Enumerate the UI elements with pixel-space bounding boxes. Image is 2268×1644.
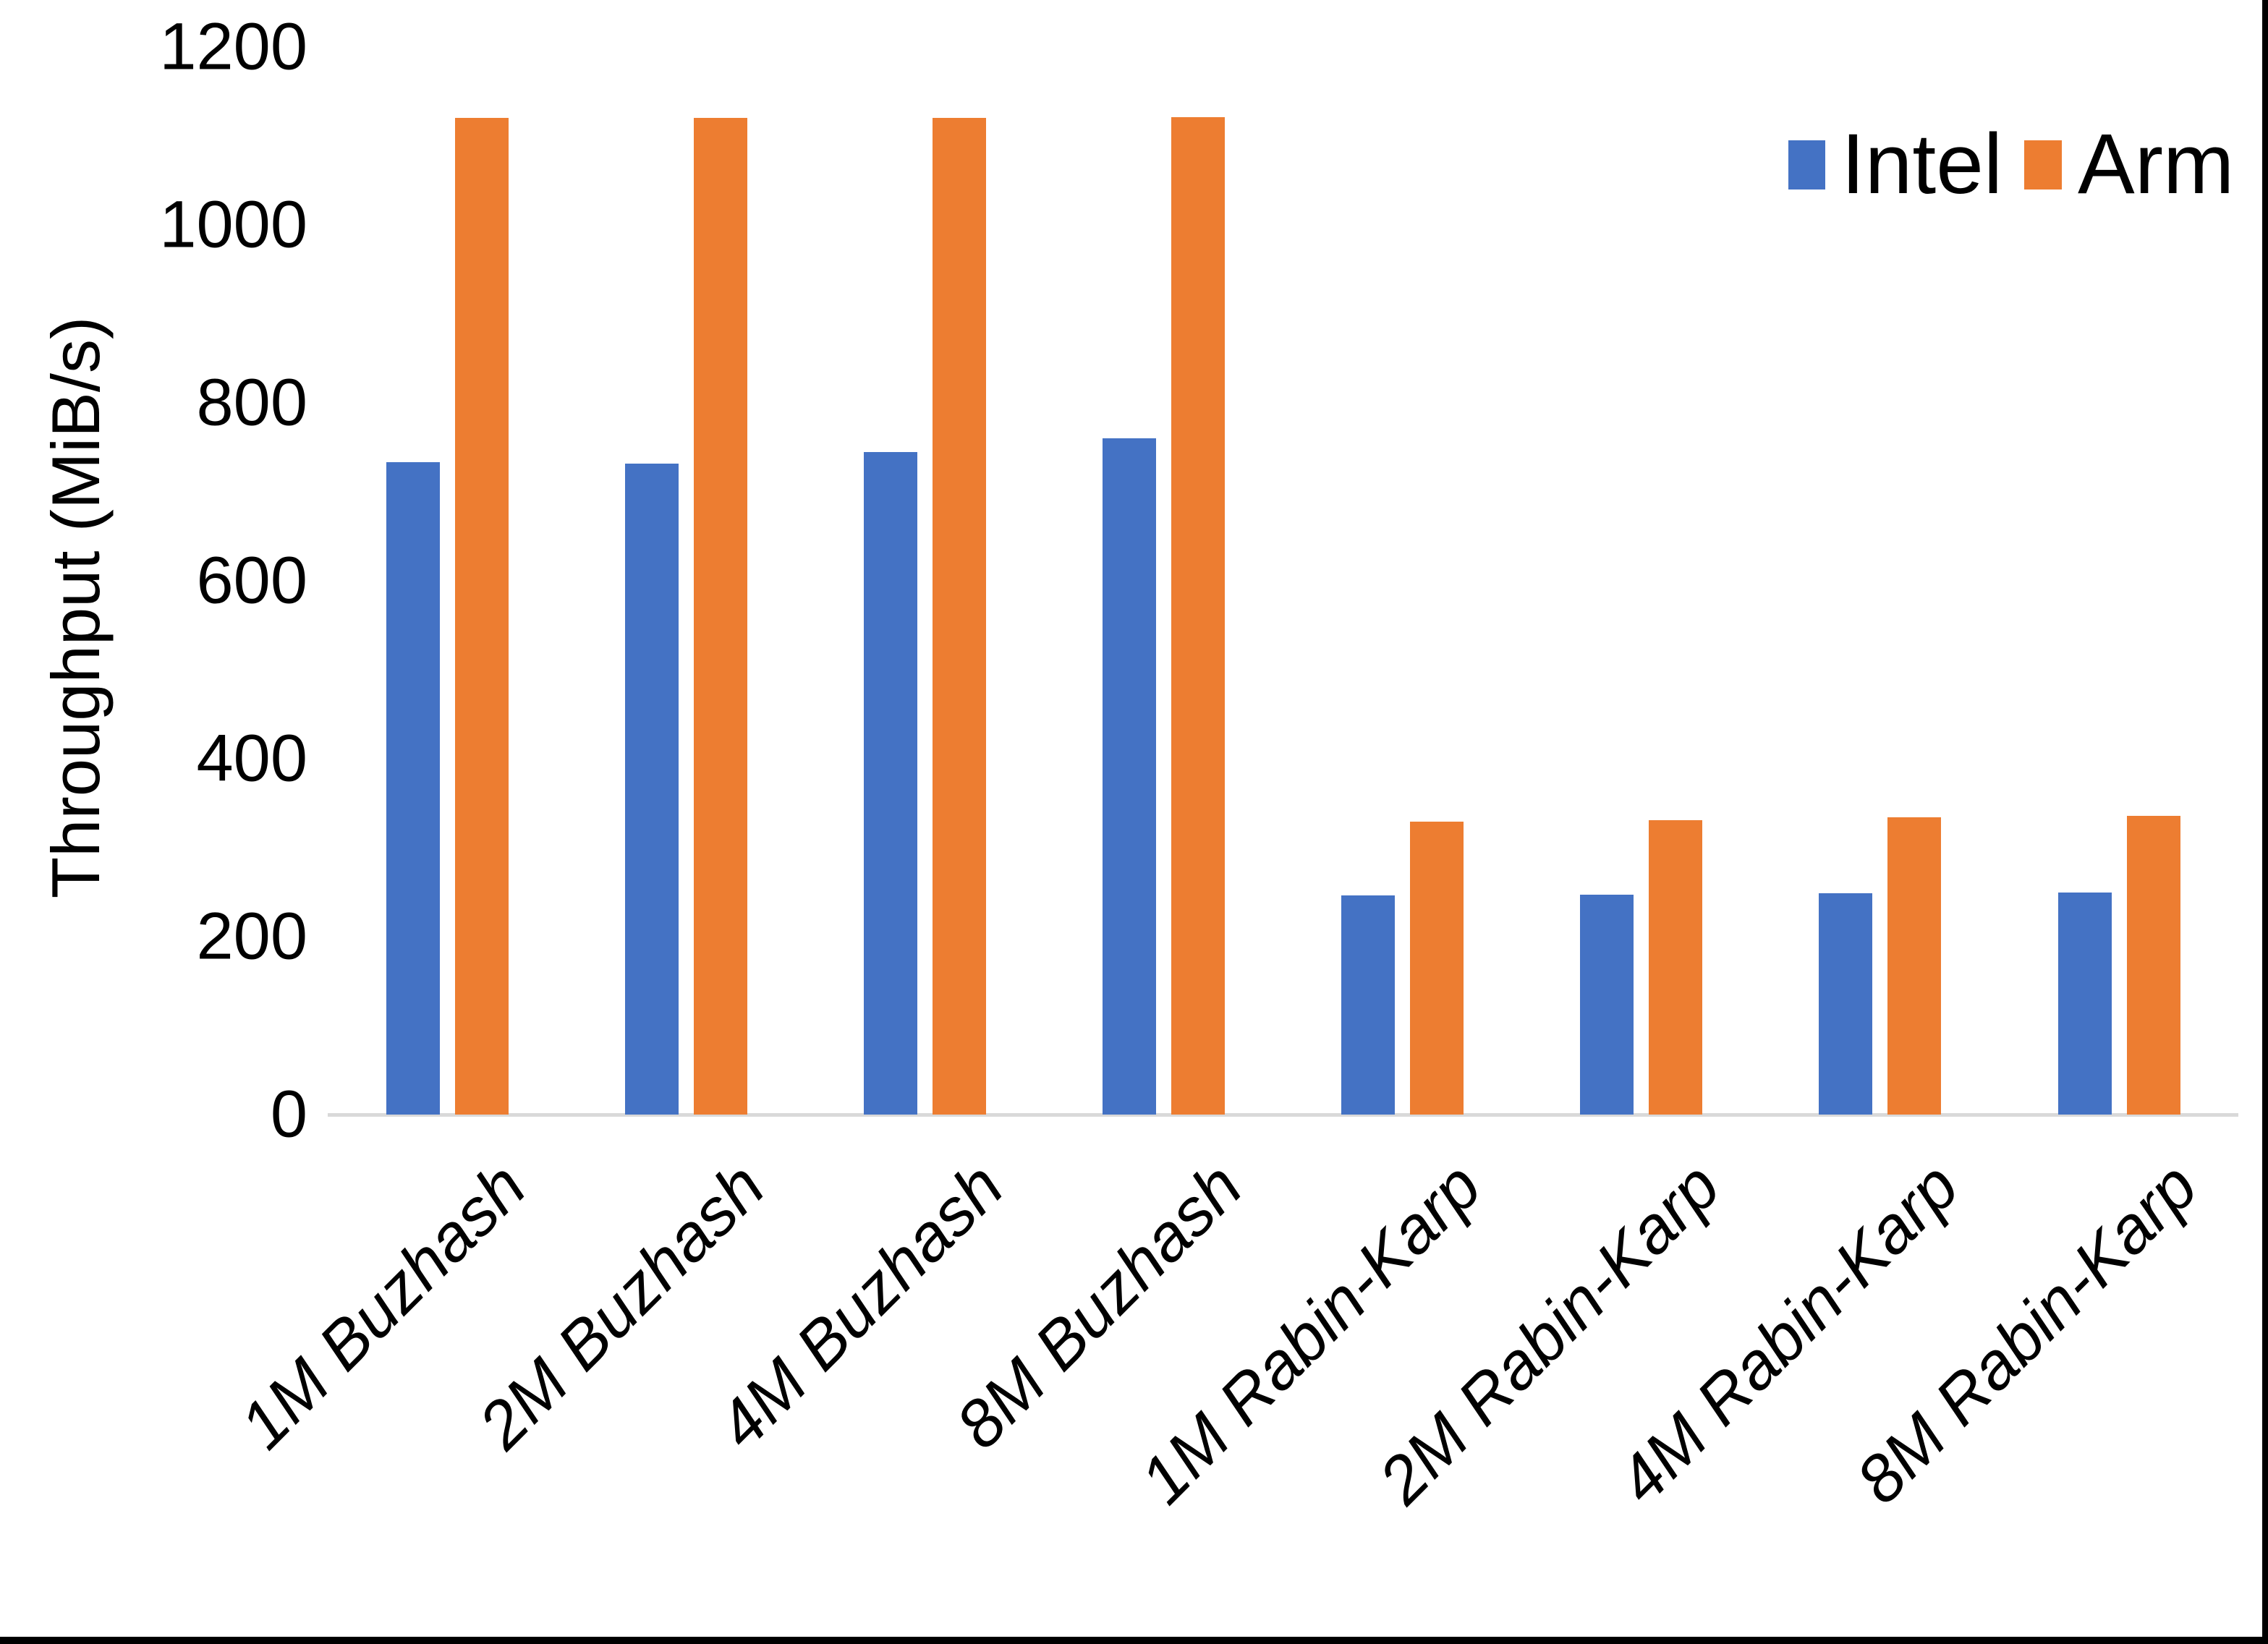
bar-intel-8m-buzhash xyxy=(1102,438,1156,1115)
bar-intel-1m-buzhash xyxy=(386,462,440,1115)
y-axis-title: Throughput (MiB/s) xyxy=(38,316,114,899)
bar-arm-1m-buzhash xyxy=(454,118,509,1115)
bar-arm-2m-buzhash xyxy=(693,118,747,1115)
x-axis-line xyxy=(328,1113,2238,1117)
bar-intel-4m-buzhash xyxy=(863,451,917,1115)
bar-intel-2m-buzhash xyxy=(624,463,679,1115)
y-tick-label-1000: 1000 xyxy=(159,187,307,262)
right-border-line xyxy=(2262,0,2268,1644)
legend-label-intel: Intel xyxy=(1841,116,2003,212)
y-tick-label-600: 600 xyxy=(196,543,308,618)
bar-intel-1m-rabin-karp xyxy=(1341,895,1396,1115)
y-tick-label-0: 0 xyxy=(270,1077,307,1151)
y-tick-label-800: 800 xyxy=(196,365,308,440)
bar-arm-2m-rabin-karp xyxy=(1649,819,1703,1115)
bar-arm-8m-rabin-karp xyxy=(2126,815,2180,1115)
bottom-border-line xyxy=(0,1637,2268,1644)
legend-swatch-arm xyxy=(2024,140,2062,189)
legend-swatch-intel xyxy=(1788,140,1825,189)
bar-arm-8m-buzhash xyxy=(1171,117,1225,1115)
bar-arm-4m-buzhash xyxy=(932,118,986,1115)
bar-intel-2m-rabin-karp xyxy=(1580,895,1634,1115)
bar-intel-4m-rabin-karp xyxy=(1819,893,1873,1115)
y-tick-label-200: 200 xyxy=(196,899,308,974)
y-tick-label-1200: 1200 xyxy=(159,9,307,84)
bar-arm-4m-rabin-karp xyxy=(1887,817,1942,1115)
y-tick-label-400: 400 xyxy=(196,721,308,796)
bar-arm-1m-rabin-karp xyxy=(1410,822,1464,1115)
bar-intel-8m-rabin-karp xyxy=(2057,892,2112,1115)
legend-label-arm: Arm xyxy=(2078,116,2235,212)
